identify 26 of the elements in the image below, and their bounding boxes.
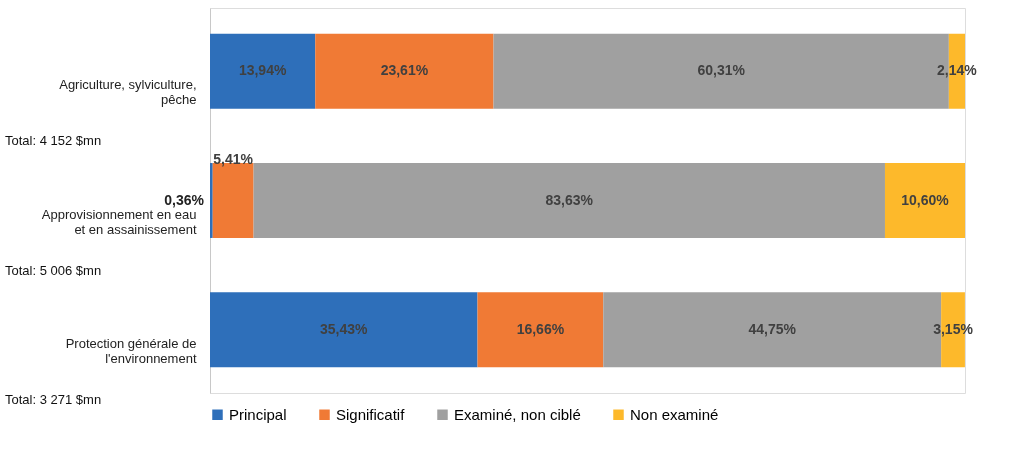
- text: Total: 4 152 $mn: [5, 133, 102, 149]
- bar: [210, 292, 478, 368]
- y-tick-label: Agriculture, sylviculture, pêche: [59, 77, 197, 108]
- data-label: 13,94%: [238, 62, 287, 79]
- text: Total: 5 006 $mn: [5, 262, 102, 278]
- bar: [315, 33, 494, 109]
- data-label: 23,61%: [380, 62, 429, 79]
- bar: [253, 163, 885, 238]
- data-label: 16,66%: [516, 320, 565, 337]
- bar: [477, 292, 604, 368]
- y-tick-label: Protection générale de l'environnement: [65, 335, 197, 366]
- data-label: 44,75%: [748, 320, 797, 337]
- data-label: 35,43%: [320, 320, 369, 337]
- legend-label: Examiné, non ciblé: [454, 405, 581, 423]
- legend-label: Significatif: [336, 405, 406, 423]
- data-label: 0,36%: [164, 191, 205, 208]
- data-label: 5,41%: [213, 150, 254, 167]
- bar: [884, 163, 965, 238]
- data-label: 83,63%: [545, 191, 594, 208]
- legend-label: Non examiné: [630, 405, 719, 423]
- bar: [210, 33, 316, 109]
- data-label: 60,31%: [697, 62, 746, 79]
- text: Total: 3 271 $mn: [5, 391, 102, 407]
- data-label: 10,60%: [901, 191, 950, 208]
- legend-label: Principal: [229, 405, 287, 423]
- bar: [210, 163, 213, 238]
